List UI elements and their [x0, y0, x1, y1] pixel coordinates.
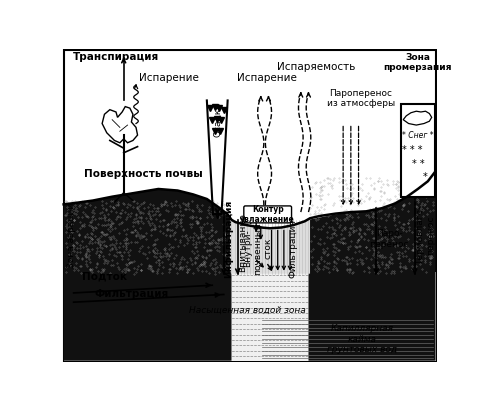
Text: Испарение: Испарение	[237, 74, 297, 83]
Text: * Снег *: * Снег *	[402, 131, 433, 140]
Text: Зона
промерзания: Зона промерзания	[384, 53, 452, 72]
Text: Испаряемость: Испаряемость	[277, 62, 356, 72]
Polygon shape	[64, 189, 231, 361]
Text: Капиллярная
кайма
грунтовых вод: Капиллярная кайма грунтовых вод	[327, 324, 397, 354]
Text: Транспирация: Транспирация	[73, 52, 159, 62]
Text: Испарение: Испарение	[139, 74, 199, 83]
Text: * *: * *	[412, 159, 425, 168]
Bar	[64, 272, 435, 361]
Text: Впитывание: Впитывание	[238, 213, 247, 272]
Text: Инфильтрация: Инфильтрация	[224, 200, 233, 278]
Polygon shape	[308, 171, 435, 361]
Polygon shape	[403, 111, 431, 125]
FancyBboxPatch shape	[244, 206, 292, 223]
Text: Пароперенос
из атмосферы: Пароперенос из атмосферы	[327, 89, 395, 108]
Text: Насыщенная водой зона: Насыщенная водой зона	[188, 305, 305, 314]
Text: Фильтрация: Фильтрация	[289, 219, 298, 278]
Text: Паро-
перенос: Паро- перенос	[370, 229, 409, 249]
Text: Подток: Подток	[82, 271, 127, 281]
Bar	[401, 104, 435, 197]
Text: Поверхность почвы: Поверхность почвы	[84, 169, 202, 179]
Text: Осадки: Осадки	[213, 102, 222, 137]
Text: Контур
увлажнение: Контур увлажнение	[240, 205, 295, 224]
Text: Фильтрация: Фильтрация	[94, 289, 169, 299]
Polygon shape	[230, 218, 310, 274]
Text: *: *	[423, 173, 428, 182]
Text: Зона аэрации: Зона аэрации	[67, 203, 76, 268]
Text: Внутри-
почвенный
сток: Внутри- почвенный сток	[243, 222, 273, 275]
Text: Термовлаго-
перенос: Термовлаго- перенос	[416, 206, 435, 265]
Text: * * *: * * *	[402, 145, 423, 155]
